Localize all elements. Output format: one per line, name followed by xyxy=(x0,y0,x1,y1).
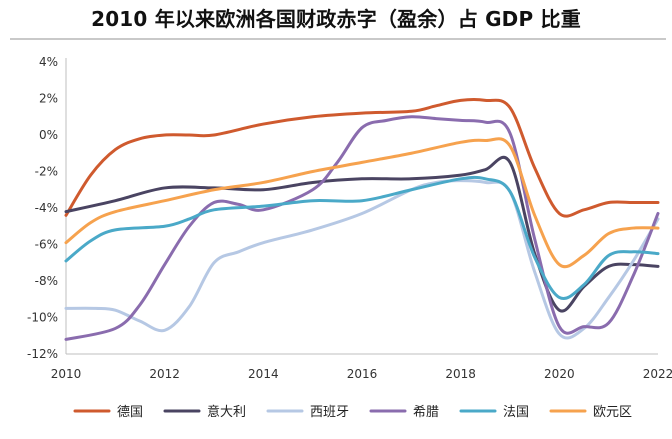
series-line-6 xyxy=(64,137,660,269)
title-divider xyxy=(10,38,666,40)
y-tick-label: 2% xyxy=(39,92,58,106)
axis-layer: 4% 2% 0% -2% -4% -6% -8% -10% -12% 2010 2012 2014 20… xyxy=(27,55,672,381)
legend-label-3: 西班牙 xyxy=(310,405,349,420)
series-line-5 xyxy=(64,175,660,300)
chart-title: 2010 年以来欧洲各国财政赤字（盈余）占 GDP 比重 xyxy=(91,7,581,31)
series-line-3 xyxy=(64,179,660,340)
y-tick-label: -2% xyxy=(35,165,58,179)
series-layer xyxy=(64,98,660,341)
y-tick-label: 4% xyxy=(39,55,58,69)
y-tick-label: -12% xyxy=(27,347,58,361)
legend-label-2: 意大利 xyxy=(207,404,246,420)
x-tick-label: 2016 xyxy=(347,367,378,381)
legend-label-6: 欧元区 xyxy=(593,405,632,420)
y-tick-label: -8% xyxy=(35,274,58,288)
series-line-4 xyxy=(64,115,660,341)
x-tick-label: 2022 xyxy=(643,367,672,381)
x-tick-label: 2014 xyxy=(248,367,279,381)
x-tick-label: 2012 xyxy=(149,367,180,381)
series-line-1 xyxy=(64,98,660,218)
x-tick-label: 2020 xyxy=(544,367,575,381)
legend-label-1: 德国 xyxy=(117,405,143,420)
x-tick-label: 2010 xyxy=(51,367,82,381)
legend-label-5: 法国 xyxy=(503,405,529,420)
y-tick-label: -10% xyxy=(27,311,58,325)
y-tick-label: -4% xyxy=(35,201,58,215)
y-tick-label: 0% xyxy=(39,128,58,142)
series-line-2 xyxy=(64,155,660,313)
y-tick-label: -6% xyxy=(35,238,58,252)
legend: 德国 意大利 西班牙 希腊 法国 欧元区 xyxy=(73,404,632,420)
legend-label-4: 希腊 xyxy=(413,405,439,420)
x-tick-label: 2018 xyxy=(445,367,476,381)
